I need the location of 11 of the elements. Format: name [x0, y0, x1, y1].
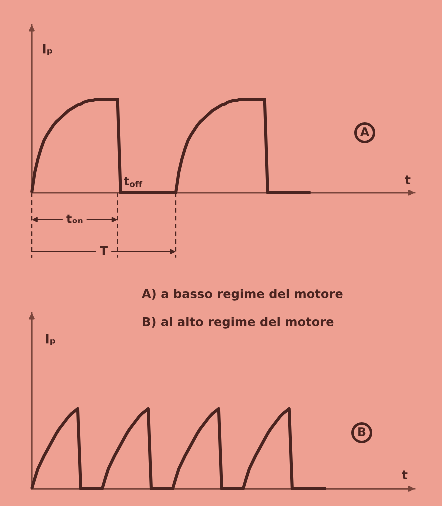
text: A: [360, 128, 370, 136]
y-axis-title: Iₚ: [43, 44, 52, 56]
chart-subtitle: B) al alto regime del motore: [143, 317, 334, 329]
x-axis-title: t: [405, 176, 411, 184]
text: T: [100, 246, 108, 256]
x-axis-title: t: [402, 470, 408, 480]
text: tₒₙ: [66, 214, 83, 224]
text: B: [358, 428, 366, 436]
y-axis-title: Iₚ: [46, 334, 56, 346]
text: A) a basso regime del motore: [142, 289, 343, 301]
annotation: t$_{off}$: [124, 177, 143, 188]
